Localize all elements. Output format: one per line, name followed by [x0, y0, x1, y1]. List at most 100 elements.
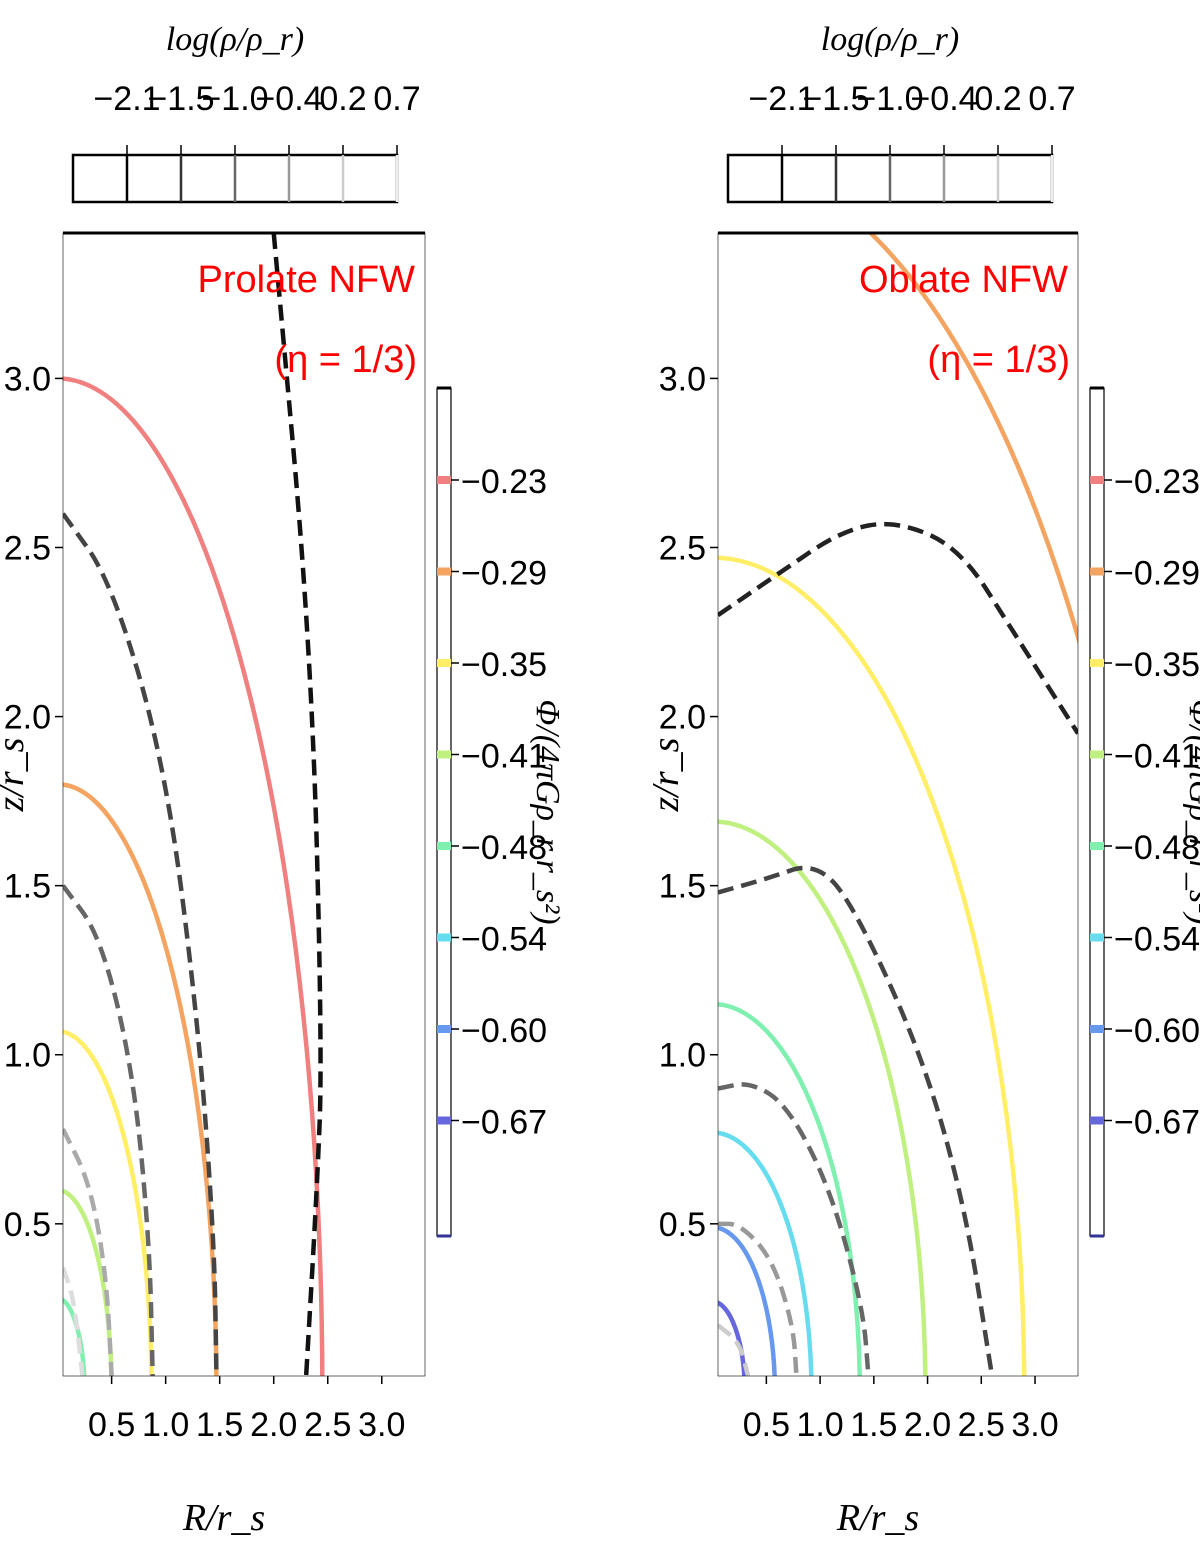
density-colorbar-label: log(ρ/ρ_r) — [821, 21, 959, 58]
potential-colorbar-label: Φ/(4πGρ_r r_s²) — [529, 699, 566, 924]
potential-colorbar-band-1 — [1090, 567, 1104, 576]
x-tick-label-4: 2.5 — [304, 1406, 351, 1444]
potential-colorbar-band-6 — [437, 1025, 451, 1033]
y-tick-label-2: 1.5 — [659, 868, 706, 906]
annotation-eta: (η = 1/3) — [274, 339, 417, 381]
potential-contour-0 — [63, 376, 325, 1376]
annotation-title: Prolate NFW — [198, 259, 416, 301]
y-tick-label-4: 2.5 — [659, 529, 706, 567]
potential-colorbar-tick-label-1: −0.29 — [461, 555, 547, 593]
density-colorbar-tick-label-0: −2.1 — [93, 80, 160, 118]
density-contour-0 — [63, 512, 219, 1376]
potential-colorbar-band-4 — [437, 842, 451, 850]
panel-prolate: 0.51.01.52.02.53.00.5 1.0 1.5 2.0 2.5 3.0R/r_… — [0, 21, 566, 1539]
potential-colorbar-tick-label-0: −0.23 — [461, 463, 547, 501]
axis-frame — [62, 232, 426, 1377]
potential-colorbar-band-2 — [1090, 659, 1104, 667]
y-tick-label-5: 3.0 — [659, 360, 706, 398]
density-colorbar-tick-label-3: −0.4 — [910, 80, 977, 118]
potential-colorbar-tick-label-1: −0.29 — [1114, 555, 1200, 593]
potential-colorbar-band-5 — [1090, 933, 1104, 942]
x-axis-label: R/r_s — [182, 1497, 265, 1539]
potential-colorbar-band-0 — [1090, 476, 1104, 484]
potential-colorbar-band-7 — [437, 1116, 451, 1125]
potential-colorbar — [1089, 387, 1105, 1237]
density-colorbar-tick-label-5: 0.7 — [373, 80, 420, 118]
potential-colorbar-tick-label-5: −0.54 — [1114, 921, 1200, 959]
x-tick-label-3: 2.0 — [250, 1406, 297, 1444]
annotation-title: Oblate NFW — [859, 259, 1068, 301]
potential-colorbar-band-3 — [1090, 750, 1104, 759]
density-contour-3 — [63, 1267, 85, 1376]
density-colorbar-tick-label-3: −0.4 — [255, 80, 322, 118]
potential-colorbar-band-6 — [1090, 1025, 1104, 1033]
potential-colorbar-band-2 — [437, 659, 451, 667]
y-tick-label-1: 1.0 — [659, 1037, 706, 1075]
density-contour-2 — [718, 1082, 871, 1376]
x-tick-label-0: 0.5 — [743, 1406, 790, 1444]
y-tick-label-4: 2.5 — [4, 529, 51, 567]
potential-colorbar-band-4 — [1090, 842, 1104, 850]
density-colorbar-tick-label-2: −1.0 — [201, 80, 268, 118]
y-tick-label-3: 2.0 — [4, 699, 51, 737]
density-contour-0 — [718, 521, 1078, 735]
potential-contour-3 — [718, 1002, 862, 1376]
density-colorbar-label: log(ρ/ρ_r) — [166, 21, 304, 58]
density-colorbar-tick-label-2: −1.0 — [856, 80, 923, 118]
x-axis-label: R/r_s — [836, 1497, 919, 1539]
x-tick-label-3: 2.0 — [904, 1406, 951, 1444]
x-tick-label-4: 2.5 — [958, 1406, 1005, 1444]
potential-colorbar-tick-label-6: −0.60 — [1114, 1012, 1200, 1050]
y-axis-label: z/r_s — [645, 738, 687, 813]
density-colorbar-tick-label-1: −1.5 — [147, 80, 214, 118]
potential-colorbar-band-0 — [437, 476, 451, 484]
density-contour-1 — [63, 884, 155, 1376]
potential-colorbar-band-7 — [1090, 1116, 1104, 1125]
potential-contour-6 — [718, 1300, 747, 1376]
x-tick-label-2: 1.5 — [850, 1406, 897, 1444]
x-tick-label-0: 0.5 — [88, 1406, 135, 1444]
potential-colorbar-tick-label-3: −0.41 — [461, 738, 547, 776]
potential-colorbar-tick-label-6: −0.60 — [461, 1012, 547, 1050]
potential-contour-4 — [718, 1130, 814, 1376]
y-tick-label-3: 2.0 — [659, 699, 706, 737]
y-tick-label-5: 3.0 — [4, 360, 51, 398]
y-tick-label-0: 0.5 — [659, 1206, 706, 1244]
potential-contour-2 — [63, 1029, 154, 1376]
x-tick-label-1: 1.0 — [796, 1406, 843, 1444]
potential-colorbar-tick-label-7: −0.67 — [461, 1104, 547, 1142]
density-contour-4 — [718, 1323, 751, 1376]
density-colorbar-tick-label-4: 0.2 — [319, 80, 366, 118]
potential-colorbar — [436, 387, 452, 1237]
x-tick-label-1: 1.0 — [142, 1406, 189, 1444]
axis-frame — [717, 232, 1079, 1377]
density-contour-4 — [271, 233, 323, 1376]
plot-area — [718, 233, 1078, 1376]
x-tick-label-2: 1.5 — [196, 1406, 243, 1444]
density-colorbar-tick-label-0: −2.1 — [748, 80, 815, 118]
potential-colorbar-tick-label-4: −0.48 — [461, 829, 547, 867]
density-colorbar-tick-label-5: 0.7 — [1028, 80, 1075, 118]
potential-contour-5 — [718, 1225, 777, 1376]
density-contour-2 — [63, 1128, 114, 1376]
y-tick-label-1: 1.0 — [4, 1037, 51, 1075]
potential-colorbar-label: Φ/(4πGρ_r r_s²) — [1182, 699, 1200, 924]
x-tick-label-5: 3.0 — [358, 1406, 405, 1444]
y-tick-label-0: 0.5 — [4, 1206, 51, 1244]
potential-colorbar-tick-label-7: −0.67 — [1114, 1104, 1200, 1142]
potential-colorbar-band-5 — [437, 933, 451, 942]
density-contour-1 — [718, 865, 995, 1376]
potential-colorbar-tick-label-5: −0.54 — [461, 921, 547, 959]
panel-oblate: 0.51.01.52.02.53.00.5 1.0 1.5 2.0 2.5 3.0R/r_… — [645, 21, 1200, 1539]
potential-colorbar-tick-label-0: −0.23 — [1114, 463, 1200, 501]
potential-contour-1 — [63, 782, 219, 1376]
potential-colorbar-tick-label-2: −0.35 — [461, 646, 547, 684]
density-colorbar-tick-label-4: 0.2 — [974, 80, 1021, 118]
potential-contour-2 — [718, 819, 928, 1376]
plot-area — [63, 233, 325, 1376]
density-colorbar-tick-label-1: −1.5 — [802, 80, 869, 118]
potential-colorbar-tick-label-2: −0.35 — [1114, 646, 1200, 684]
potential-colorbar-band-1 — [437, 567, 451, 576]
density-contour-3 — [718, 1221, 799, 1376]
